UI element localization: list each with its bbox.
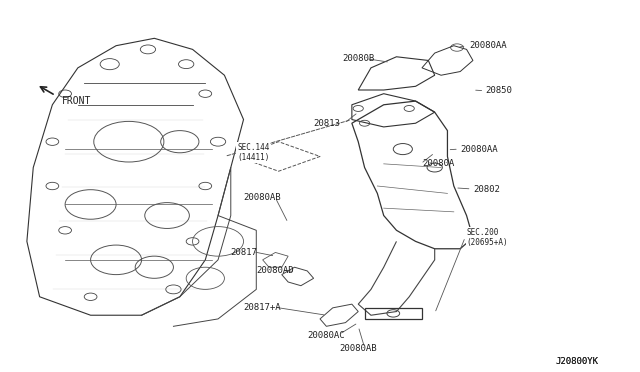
- Text: SEC.200
(20695+A): SEC.200 (20695+A): [467, 228, 508, 247]
- Text: 20080A: 20080A: [422, 159, 454, 169]
- Text: J20800YK: J20800YK: [556, 357, 599, 366]
- Text: 20080AC: 20080AC: [307, 331, 345, 340]
- Text: 20080AB: 20080AB: [339, 344, 377, 353]
- Text: 20080AD: 20080AD: [256, 266, 294, 275]
- Text: 20813: 20813: [314, 119, 340, 128]
- Text: 20080AA: 20080AA: [460, 145, 498, 154]
- Text: J20800YK: J20800YK: [556, 357, 599, 366]
- Text: 20080AA: 20080AA: [470, 41, 508, 50]
- Text: 20817: 20817: [231, 248, 258, 257]
- Text: 20802: 20802: [473, 185, 500, 194]
- Text: 20080AB: 20080AB: [244, 193, 281, 202]
- Text: 20080B: 20080B: [342, 54, 374, 63]
- Text: 20850: 20850: [486, 86, 513, 94]
- Text: FRONT: FRONT: [62, 96, 92, 106]
- Text: 20817+A: 20817+A: [244, 303, 281, 312]
- Text: SEC.144
(14411): SEC.144 (14411): [237, 143, 269, 163]
